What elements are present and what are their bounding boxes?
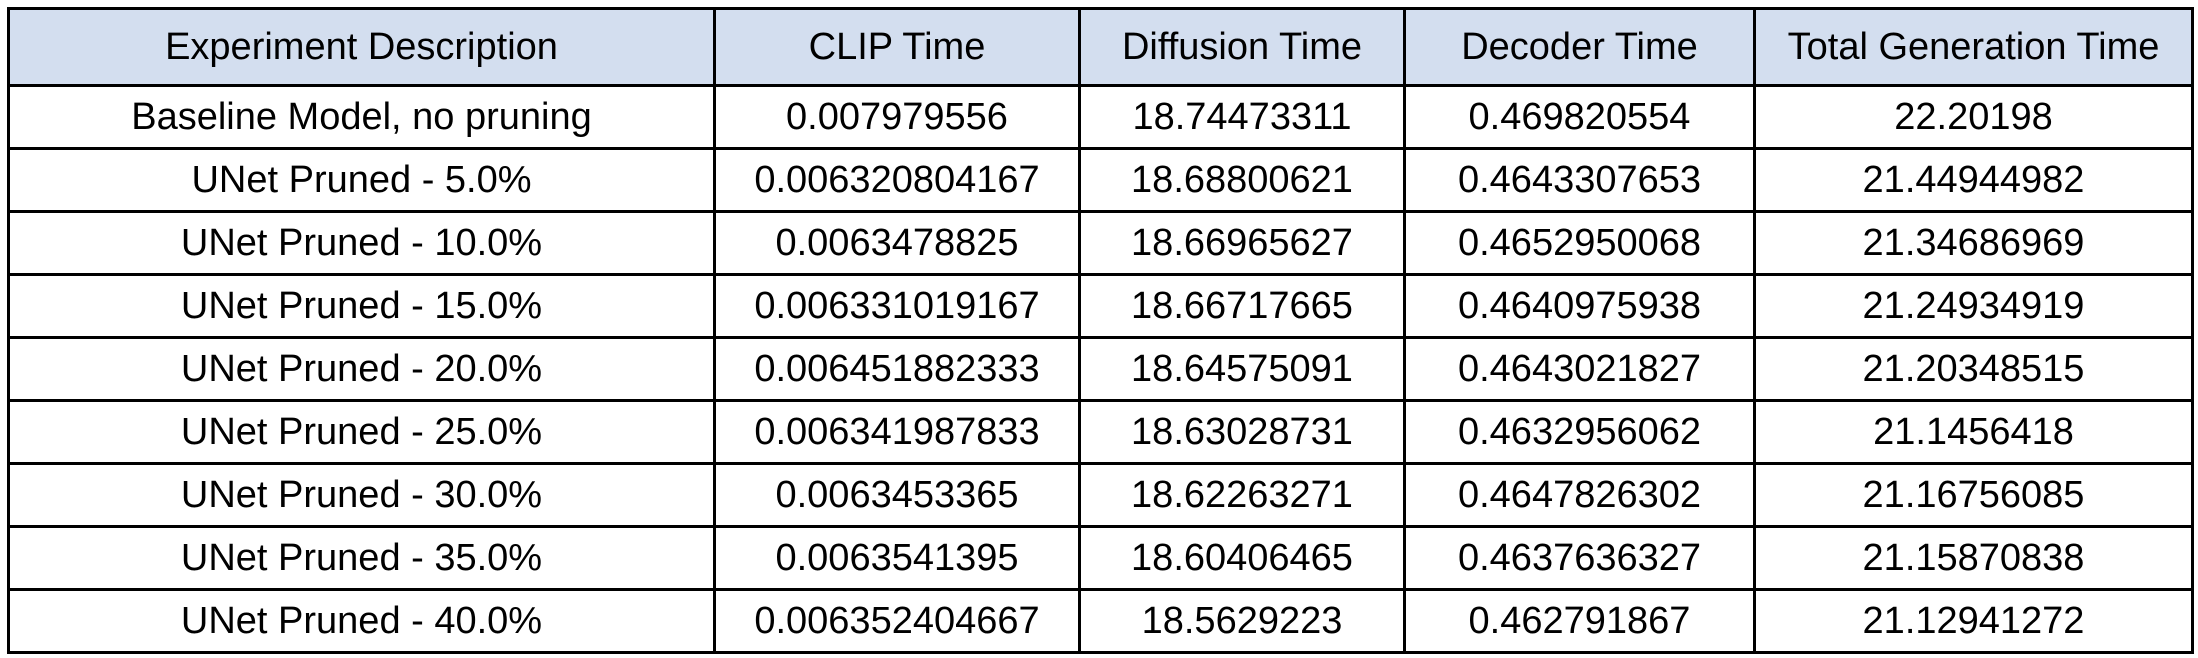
cell-decoder-time: 0.4637636327 (1403, 525, 1756, 591)
cell-diffusion-time: 18.66717665 (1078, 273, 1406, 339)
table-row: UNet Pruned - 30.0% 0.0063453365 18.6226… (7, 462, 2194, 528)
cell-decoder-time: 0.4647826302 (1403, 462, 1756, 528)
cell-total-generation-time: 21.16756085 (1753, 462, 2194, 528)
cell-decoder-time: 0.4652950068 (1403, 210, 1756, 276)
cell-clip-time: 0.006341987833 (713, 399, 1081, 465)
table-row: UNet Pruned - 40.0% 0.006352404667 18.56… (7, 588, 2194, 654)
cell-total-generation-time: 21.24934919 (1753, 273, 2194, 339)
cell-experiment-description: UNet Pruned - 35.0% (7, 525, 716, 591)
cell-diffusion-time: 18.63028731 (1078, 399, 1406, 465)
cell-experiment-description: UNet Pruned - 10.0% (7, 210, 716, 276)
header-row: Experiment Description CLIP Time Diffusi… (7, 7, 2194, 87)
cell-decoder-time: 0.469820554 (1403, 84, 1756, 150)
table-body: Baseline Model, no pruning 0.007979556 1… (7, 84, 2194, 654)
cell-total-generation-time: 22.20198 (1753, 84, 2194, 150)
cell-experiment-description: UNet Pruned - 40.0% (7, 588, 716, 654)
column-header-experiment-description: Experiment Description (7, 7, 716, 87)
cell-clip-time: 0.007979556 (713, 84, 1081, 150)
cell-clip-time: 0.006451882333 (713, 336, 1081, 402)
cell-total-generation-time: 21.44944982 (1753, 147, 2194, 213)
cell-experiment-description: UNet Pruned - 30.0% (7, 462, 716, 528)
cell-diffusion-time: 18.68800621 (1078, 147, 1406, 213)
results-table: Experiment Description CLIP Time Diffusi… (7, 7, 2194, 654)
cell-clip-time: 0.0063541395 (713, 525, 1081, 591)
cell-total-generation-time: 21.34686969 (1753, 210, 2194, 276)
cell-decoder-time: 0.4640975938 (1403, 273, 1756, 339)
cell-clip-time: 0.0063478825 (713, 210, 1081, 276)
cell-experiment-description: UNet Pruned - 25.0% (7, 399, 716, 465)
cell-diffusion-time: 18.64575091 (1078, 336, 1406, 402)
cell-diffusion-time: 18.74473311 (1078, 84, 1406, 150)
cell-decoder-time: 0.4632956062 (1403, 399, 1756, 465)
cell-clip-time: 0.006352404667 (713, 588, 1081, 654)
table-row: Baseline Model, no pruning 0.007979556 1… (7, 84, 2194, 150)
cell-clip-time: 0.0063453365 (713, 462, 1081, 528)
cell-decoder-time: 0.462791867 (1403, 588, 1756, 654)
column-header-clip-time: CLIP Time (713, 7, 1081, 87)
column-header-decoder-time: Decoder Time (1403, 7, 1756, 87)
cell-experiment-description: UNet Pruned - 20.0% (7, 336, 716, 402)
cell-decoder-time: 0.4643307653 (1403, 147, 1756, 213)
cell-decoder-time: 0.4643021827 (1403, 336, 1756, 402)
cell-diffusion-time: 18.62263271 (1078, 462, 1406, 528)
cell-experiment-description: UNet Pruned - 15.0% (7, 273, 716, 339)
table-row: UNet Pruned - 10.0% 0.0063478825 18.6696… (7, 210, 2194, 276)
table-row: UNet Pruned - 15.0% 0.006331019167 18.66… (7, 273, 2194, 339)
cell-experiment-description: UNet Pruned - 5.0% (7, 147, 716, 213)
table-row: UNet Pruned - 20.0% 0.006451882333 18.64… (7, 336, 2194, 402)
cell-experiment-description: Baseline Model, no pruning (7, 84, 716, 150)
column-header-diffusion-time: Diffusion Time (1078, 7, 1406, 87)
table-row: UNet Pruned - 25.0% 0.006341987833 18.63… (7, 399, 2194, 465)
cell-diffusion-time: 18.5629223 (1078, 588, 1406, 654)
cell-clip-time: 0.006320804167 (713, 147, 1081, 213)
cell-clip-time: 0.006331019167 (713, 273, 1081, 339)
cell-total-generation-time: 21.20348515 (1753, 336, 2194, 402)
table-row: UNet Pruned - 5.0% 0.006320804167 18.688… (7, 147, 2194, 213)
cell-diffusion-time: 18.60406465 (1078, 525, 1406, 591)
results-table-container: Experiment Description CLIP Time Diffusi… (7, 7, 2194, 654)
table-row: UNet Pruned - 35.0% 0.0063541395 18.6040… (7, 525, 2194, 591)
cell-total-generation-time: 21.1456418 (1753, 399, 2194, 465)
column-header-total-generation-time: Total Generation Time (1753, 7, 2194, 87)
cell-total-generation-time: 21.15870838 (1753, 525, 2194, 591)
table-header: Experiment Description CLIP Time Diffusi… (7, 7, 2194, 87)
cell-diffusion-time: 18.66965627 (1078, 210, 1406, 276)
cell-total-generation-time: 21.12941272 (1753, 588, 2194, 654)
